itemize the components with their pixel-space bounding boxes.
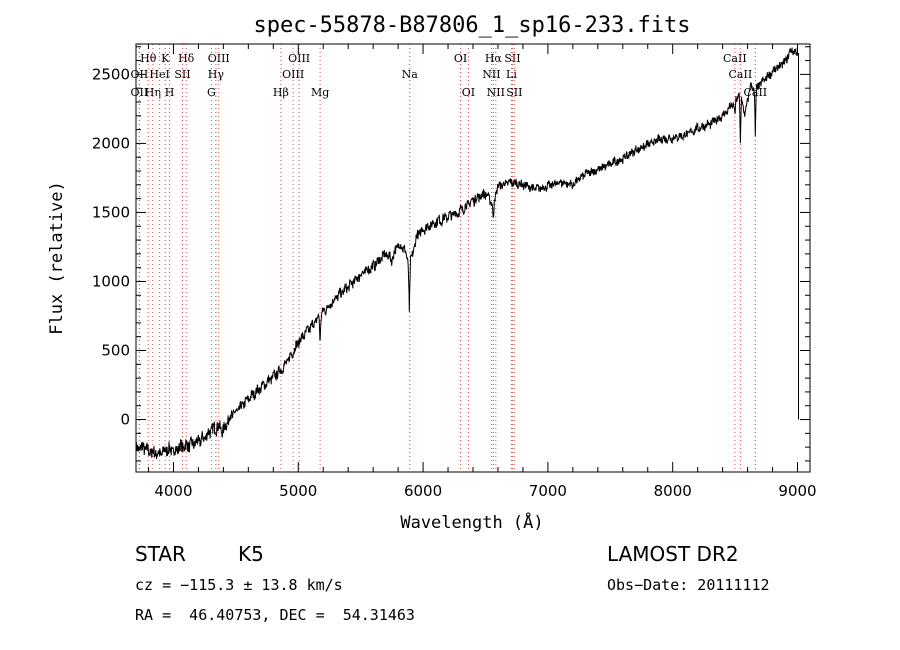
ra-dec-coordinates: RA = 46.40753, DEC = 54.31463 xyxy=(135,606,415,624)
x-tick-label: 4000 xyxy=(154,482,192,500)
y-tick-label: 2500 xyxy=(92,65,130,83)
spectral-line-label: OIII xyxy=(288,52,310,65)
y-tick-label: 500 xyxy=(101,342,130,360)
y-tick-label: 0 xyxy=(120,411,130,429)
x-axis-label: Wavelength (Å) xyxy=(400,511,543,533)
survey-name: LAMOST DR2 xyxy=(607,542,739,566)
object-subclass: K5 xyxy=(238,542,264,566)
spectral-line-label: SII xyxy=(506,86,522,99)
spectral-line-label: Hβ xyxy=(273,86,289,99)
x-tick-label: 9000 xyxy=(778,482,816,500)
y-axis-ticks: 0 500 1000 1500 2000 2500 xyxy=(92,46,810,462)
chart-title: spec-55878-B87806_1_sp16-233.fits xyxy=(253,13,690,38)
spectral-line-label: OI xyxy=(454,52,467,65)
x-tick-label: 5000 xyxy=(279,482,317,500)
spectral-line-label: Mg xyxy=(311,86,329,99)
spectral-line-label: H xyxy=(165,86,175,99)
spectral-line-label: Hθ xyxy=(140,52,157,65)
spectral-line-label: CaII xyxy=(743,86,767,99)
y-tick-label: 1000 xyxy=(92,272,130,290)
spectrum-series-line xyxy=(135,47,799,460)
spectral-line-label: CaII xyxy=(729,68,753,81)
x-tick-label: 8000 xyxy=(654,482,692,500)
spectral-line-markers: HθOIIOIIKHηHeIHSIIHδOIIIHγGHβOIIIOIIIMgN… xyxy=(131,44,767,472)
spectral-line-label: Na xyxy=(402,68,419,81)
spectral-line-label: Hδ xyxy=(178,52,195,65)
x-tick-label: 7000 xyxy=(529,482,567,500)
spectral-line-label: Hη xyxy=(145,86,161,99)
spectral-line-label: NII xyxy=(487,86,505,99)
spectral-line-label: G xyxy=(207,86,216,99)
y-axis-label: Flux (relative) xyxy=(47,181,67,335)
spectral-line-label: OI xyxy=(462,86,475,99)
spectral-line-label: NII xyxy=(482,68,500,81)
spectral-line-label: OIII xyxy=(208,52,230,65)
x-axis-ticks: 4000 5000 6000 7000 8000 9000 xyxy=(147,44,817,500)
spectral-line-label: HeI xyxy=(149,68,169,81)
spectral-line-label: Li xyxy=(506,68,517,81)
spectral-line-label: SII xyxy=(174,68,190,81)
spectral-line-label: K xyxy=(161,52,170,65)
spectral-line-label: Hα xyxy=(485,52,503,65)
redshift-cz: cz = −115.3 ± 13.8 km/s xyxy=(135,576,343,594)
spectral-line-label: CaII xyxy=(723,52,747,65)
spectral-line-label: OIII xyxy=(282,68,304,81)
object-class: STAR xyxy=(135,542,186,566)
observation-date: Obs−Date: 20111112 xyxy=(607,576,770,594)
spectral-line-label: SII xyxy=(504,52,520,65)
spectral-line-label: OII xyxy=(131,86,149,99)
y-tick-label: 2000 xyxy=(92,134,130,152)
plot-frame xyxy=(135,43,811,473)
spectral-line-label: Hγ xyxy=(208,68,225,81)
x-tick-label: 6000 xyxy=(404,482,442,500)
y-tick-label: 1500 xyxy=(92,203,130,221)
